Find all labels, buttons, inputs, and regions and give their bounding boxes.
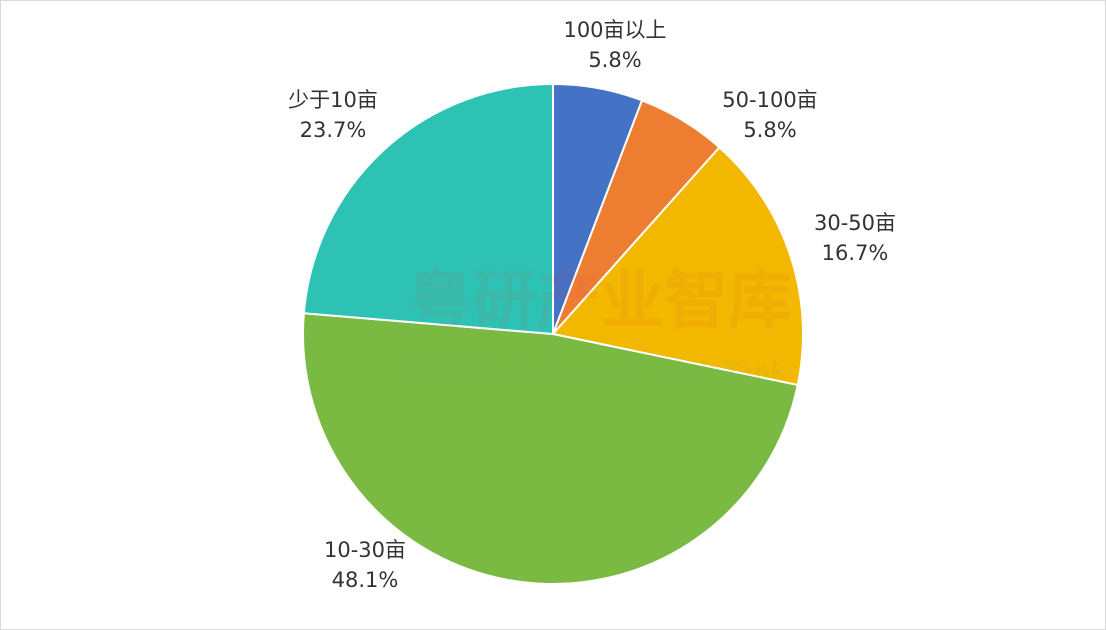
slice-value-label: 5.8% bbox=[743, 118, 796, 142]
slice-value-label: 16.7% bbox=[822, 241, 889, 265]
slice-value-label: 23.7% bbox=[300, 118, 367, 142]
pie-slice bbox=[302, 312, 799, 585]
slice-category-label: 30-50亩 bbox=[814, 211, 896, 235]
slice-category-label: 50-100亩 bbox=[722, 88, 817, 112]
pie-slice bbox=[551, 145, 804, 387]
slice-category-label: 100亩以上 bbox=[563, 18, 666, 42]
slice-category-label: 少于10亩 bbox=[288, 88, 378, 112]
slice-value-label: 48.1% bbox=[332, 568, 399, 592]
pie-slice bbox=[302, 82, 554, 336]
slice-category-label: 10-30亩 bbox=[324, 538, 406, 562]
watermark: 粤研产业智库 bbox=[408, 265, 792, 339]
watermark: YUEYAN Industry Think Tank bbox=[403, 357, 788, 385]
pie bbox=[302, 82, 804, 585]
slice-value-label: 5.8% bbox=[588, 48, 641, 72]
